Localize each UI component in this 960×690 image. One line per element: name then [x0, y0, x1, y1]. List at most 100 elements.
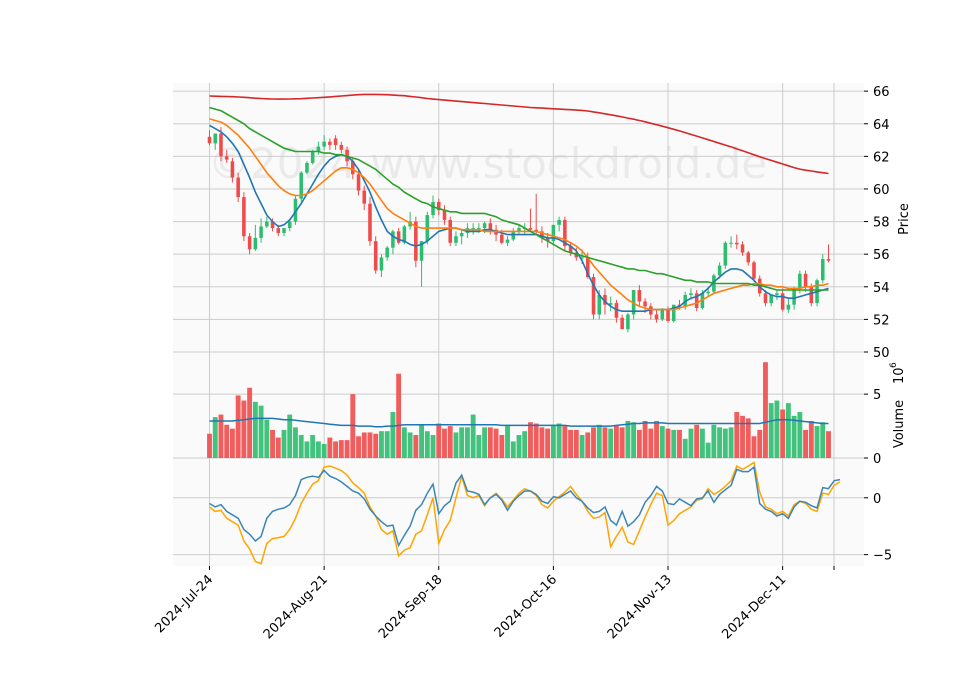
- volume-bar: [298, 435, 304, 458]
- x-tick-label: 2024-Nov-13: [605, 572, 675, 642]
- svg-text:6: 6: [889, 362, 899, 368]
- candle: [448, 216, 452, 247]
- candle-body: [660, 309, 665, 320]
- svg-text:10: 10: [892, 367, 907, 384]
- volume-bar: [304, 441, 310, 458]
- candle-body: [333, 138, 338, 145]
- candle-body: [729, 242, 733, 244]
- volume-bar: [229, 428, 235, 458]
- candle-body: [545, 237, 550, 242]
- volume-bar: [613, 426, 619, 458]
- volume-bar: [207, 433, 212, 458]
- candle: [396, 228, 401, 245]
- candle: [729, 236, 733, 248]
- candle-body: [488, 223, 493, 230]
- volume-bar: [539, 427, 545, 458]
- candle-body: [282, 228, 286, 233]
- volume-bar: [390, 412, 396, 458]
- candle: [671, 304, 676, 323]
- candle: [780, 288, 785, 312]
- volume-bar: [820, 422, 826, 458]
- volume-bar: [562, 426, 568, 458]
- volume-bar: [619, 427, 625, 458]
- price-tick-label: 62: [873, 150, 890, 165]
- candle-body: [809, 286, 814, 304]
- candle-body: [534, 229, 538, 232]
- oscillator-panel: [209, 461, 841, 565]
- candle-body: [820, 259, 825, 281]
- candle: [820, 254, 825, 284]
- price-tick-label: 50: [873, 346, 890, 361]
- candle-body: [230, 161, 235, 178]
- volume-unit-label: 10 6: [889, 362, 907, 384]
- moving-average-line-ma_200: [209, 93, 829, 175]
- candle: [694, 290, 699, 312]
- candle-body: [299, 172, 303, 199]
- volume-bar: [252, 401, 258, 458]
- volume-bar: [677, 429, 682, 458]
- candle-body: [798, 273, 802, 289]
- candle: [419, 241, 424, 287]
- volume-bar: [293, 427, 298, 458]
- candle-body: [293, 198, 298, 222]
- candle-body: [586, 257, 590, 278]
- candle-body: [431, 202, 435, 216]
- candle: [207, 130, 212, 145]
- volume-bar: [270, 429, 275, 458]
- volume-bar: [763, 362, 768, 458]
- volume-bar: [487, 427, 493, 458]
- candle-body: [717, 265, 722, 276]
- candle: [459, 229, 464, 245]
- candle-body: [242, 197, 246, 237]
- candle-body: [219, 133, 223, 157]
- candle-body: [414, 221, 418, 261]
- candle: [465, 223, 470, 238]
- volume-bar: [625, 420, 631, 458]
- candle: [287, 219, 292, 232]
- volume-bar: [367, 432, 373, 458]
- volume-bar: [470, 414, 476, 458]
- candle-body: [769, 294, 773, 304]
- oscillator-signal-line: [209, 461, 841, 565]
- candle-body: [339, 144, 344, 150]
- candle: [265, 216, 269, 229]
- price-tick-label: 60: [873, 183, 890, 198]
- volume-bar: [241, 400, 247, 458]
- candle-body: [402, 226, 407, 243]
- candle-body: [448, 219, 452, 243]
- volume-bar: [505, 424, 510, 458]
- candle-body: [608, 303, 613, 305]
- volume-bar: [550, 424, 556, 458]
- candle-body: [362, 190, 367, 204]
- price-panel: [207, 93, 831, 333]
- volume-bar: [711, 424, 717, 458]
- volume-bar: [356, 436, 361, 458]
- volume-bar: [579, 435, 585, 458]
- volume-bar: [379, 431, 384, 458]
- volume-bar: [533, 423, 539, 458]
- candle: [740, 241, 745, 256]
- candle-body: [224, 156, 229, 160]
- candle: [339, 141, 344, 154]
- volume-axis-label: Volume: [892, 400, 907, 448]
- candle: [826, 244, 831, 263]
- volume-bar: [717, 427, 723, 458]
- candle-body: [775, 293, 779, 295]
- volume-bar: [665, 428, 671, 458]
- price-tick-label: 56: [873, 248, 890, 263]
- price-tick-label: 66: [873, 85, 890, 100]
- candle: [368, 197, 372, 247]
- candle: [454, 231, 458, 247]
- candle: [775, 290, 779, 300]
- candle-body: [396, 231, 401, 243]
- volume-bar: [768, 403, 774, 458]
- candle-body: [436, 202, 441, 211]
- candle-body: [305, 162, 309, 173]
- volume-bar: [499, 435, 505, 458]
- candle: [649, 303, 653, 320]
- candle: [362, 185, 367, 211]
- candle-body: [603, 294, 607, 305]
- moving-average-line-ma_short: [209, 124, 829, 312]
- candle-body: [637, 290, 642, 302]
- candle: [608, 296, 613, 312]
